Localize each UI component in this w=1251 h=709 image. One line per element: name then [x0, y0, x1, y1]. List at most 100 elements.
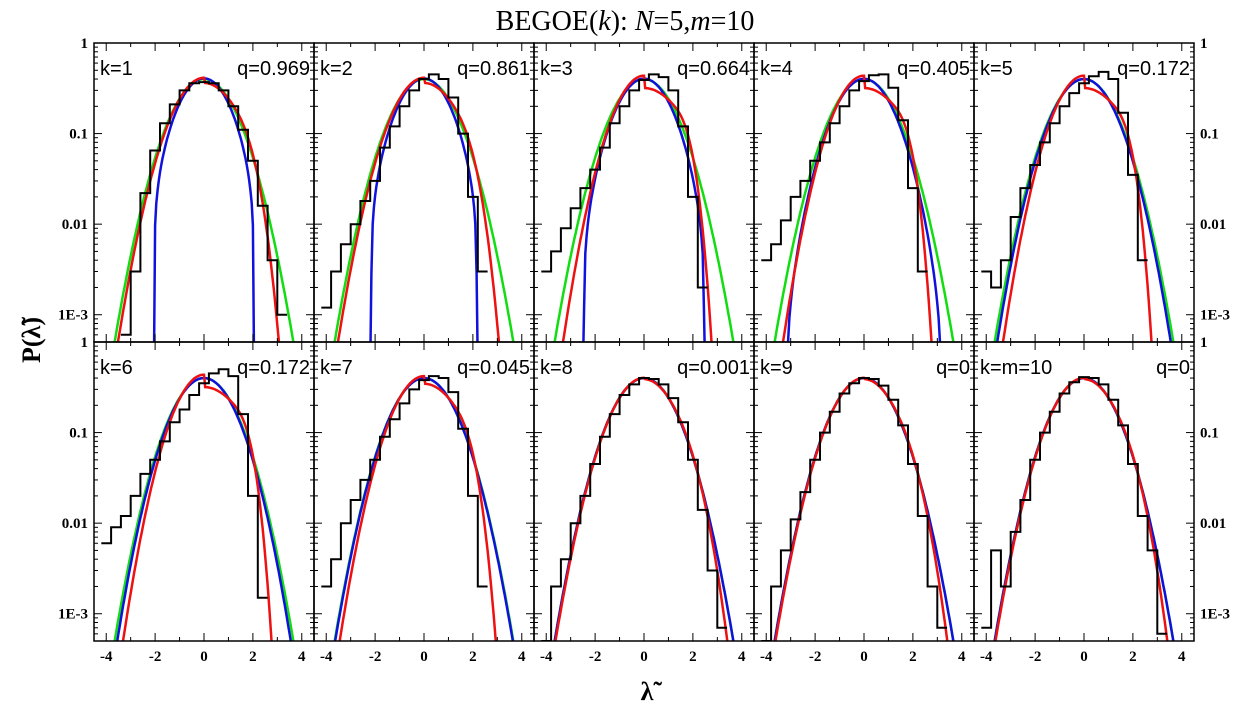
y-tick-label: 1E-3 [58, 607, 88, 623]
x-tick-label: -4 [760, 649, 773, 665]
y-axis-label: P(λ̃) [17, 317, 46, 363]
curve-green [113, 376, 295, 641]
panel-frame [313, 42, 535, 343]
panel-q-label: q=0.664 [677, 58, 750, 80]
x-tick-label: -4 [100, 649, 113, 665]
x-tick-label: 2 [1129, 649, 1137, 665]
curve-green [113, 77, 295, 342]
curve-blue [582, 77, 706, 342]
y-tick-label: 0.01 [62, 516, 88, 532]
curve-red [994, 376, 1169, 641]
x-tick-label: 4 [1178, 649, 1186, 665]
y-tick-label: 1 [81, 36, 89, 52]
x-tick-label: 2 [689, 649, 697, 665]
panel-k-label: k=7 [320, 357, 353, 379]
histogram [761, 73, 928, 273]
x-tick-label: 0 [860, 649, 868, 665]
y-tick-label: 1E-3 [1200, 308, 1230, 324]
x-tick-label: 2 [249, 649, 257, 665]
x-tick-label: -2 [369, 649, 382, 665]
curve-green [553, 77, 735, 342]
histogram [321, 375, 488, 588]
curve-blue [369, 77, 479, 342]
y-tick-label: 1E-3 [58, 308, 88, 324]
panel-k-label: k=1 [100, 58, 133, 80]
histogram [101, 368, 268, 599]
x-tick-label: 0 [200, 649, 208, 665]
histogram [321, 73, 488, 309]
panel-grid: k=1 q=0.969 1E-3 0.01 0.1 1 k=2 q=0.861 k=3 q=0.6… [58, 36, 1230, 665]
curve-green [553, 376, 735, 641]
y-tick-label: 0.01 [1200, 516, 1226, 532]
panel-10: k=m=10 q=0 -4 -2 0 2 4 1E-3 0.01 0.1 1 [973, 335, 1230, 665]
panel-q-label: q=0.172 [1117, 58, 1190, 80]
panel-1: k=1 q=0.969 1E-3 0.01 0.1 1 [58, 36, 315, 343]
histogram [541, 377, 728, 641]
curve-red [121, 373, 273, 641]
curve-red [561, 74, 713, 342]
y-tick-label: 1 [1200, 335, 1208, 351]
y-tick-label: 1 [81, 335, 89, 351]
panel-k-label: k=3 [540, 58, 573, 80]
curve-red [554, 376, 729, 641]
y-tick-label: 1E-3 [1200, 607, 1230, 623]
x-tick-label: -4 [320, 649, 333, 665]
panel-5: k=5 q=0.172 1E-3 0.01 0.1 1 [973, 36, 1230, 343]
x-tick-label: 4 [298, 649, 306, 665]
curve-red [116, 76, 281, 342]
panel-q-label: q=0.045 [457, 357, 530, 379]
curve-green [333, 77, 515, 342]
curve-green [993, 376, 1175, 641]
curve-blue [993, 376, 1175, 641]
x-tick-label: 4 [518, 649, 526, 665]
panel-k-label: k=8 [540, 357, 573, 379]
y-tick-label: 0.1 [69, 127, 88, 143]
y-tick-label: 0.1 [69, 426, 88, 442]
panel-k-label: k=m=10 [980, 357, 1052, 379]
y-tick-label: 0.01 [1200, 217, 1226, 233]
panel-k-label: k=4 [760, 58, 793, 80]
panel-6: k=6 q=0.172 -4 -2 0 2 4 1E-3 0.01 0.1 1 [58, 335, 315, 665]
curve-red [336, 76, 501, 342]
panel-q-label: q=0 [936, 357, 970, 379]
panel-q-label: q=0.001 [677, 357, 750, 379]
histogram [761, 377, 948, 641]
panel-q-label: q=0.172 [237, 357, 310, 379]
curve-blue [773, 376, 955, 641]
curve-blue [786, 77, 942, 342]
histogram [981, 70, 1148, 289]
x-tick-label: -2 [589, 649, 602, 665]
curve-green [773, 77, 955, 342]
x-tick-label: -2 [149, 649, 162, 665]
panel-q-label: q=0.405 [897, 58, 970, 80]
x-tick-label: -4 [980, 649, 993, 665]
panel-q-label: q=0.861 [457, 58, 530, 80]
panel-frame [93, 42, 315, 343]
panel-q-label: q=0.969 [237, 58, 310, 80]
x-tick-label: 4 [738, 649, 746, 665]
y-tick-label: 0.01 [62, 217, 88, 233]
curve-blue [553, 376, 735, 641]
curve-green [993, 77, 1175, 342]
curve-red [781, 74, 933, 342]
x-tick-label: -4 [540, 649, 553, 665]
y-tick-label: 1 [1200, 36, 1208, 52]
curve-blue [115, 376, 293, 641]
x-tick-label: 0 [420, 649, 428, 665]
chart-title: BEGOE(k): N=5,m=10 [496, 6, 755, 37]
curve-red [338, 374, 497, 641]
x-tick-label: 2 [469, 649, 477, 665]
curve-blue [152, 77, 256, 342]
panel-k-label: k=2 [320, 58, 353, 80]
y-tick-label: 0.1 [1200, 426, 1219, 442]
x-tick-label: 0 [640, 649, 648, 665]
x-tick-label: -2 [809, 649, 822, 665]
histogram [541, 73, 708, 289]
curve-red [774, 376, 949, 641]
panel-3: k=3 q=0.664 [533, 42, 755, 343]
panel-9: k=9 q=0 -4 -2 0 2 4 [753, 341, 975, 665]
x-tick-label: -2 [1029, 649, 1042, 665]
histogram [120, 81, 288, 336]
histogram [981, 376, 1168, 635]
